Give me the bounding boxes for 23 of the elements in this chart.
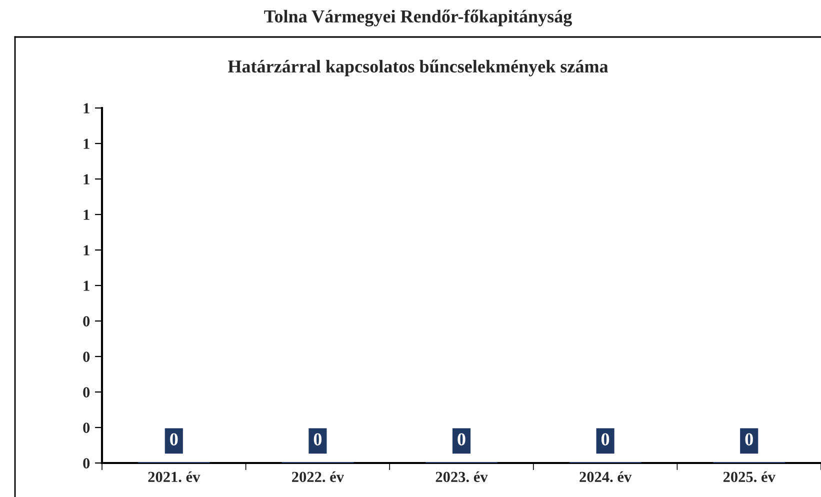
data-label: 0 bbox=[170, 433, 178, 446]
data-label: 0 bbox=[458, 433, 466, 446]
y-tick-label: 1 bbox=[84, 103, 90, 114]
x-tick-label: 2021. év bbox=[148, 471, 200, 482]
data-label: 0 bbox=[745, 433, 753, 446]
y-tick-label: 0 bbox=[83, 316, 90, 326]
y-tick-label: 1 bbox=[84, 138, 90, 149]
chart-title: Tolna Vármegyei Rendőr-főkapitányság bbox=[264, 10, 572, 26]
y-tick-label: 1 bbox=[84, 280, 90, 291]
x-tick-label: 2023. év bbox=[436, 471, 488, 482]
data-label: 0 bbox=[601, 433, 610, 446]
x-tick-label: 2022. év bbox=[292, 471, 344, 482]
chart-subtitle: Határzárral kapcsolatos bűncselekmények száma bbox=[228, 60, 608, 76]
y-tick-label: 0 bbox=[83, 422, 90, 433]
y-tick-label: 0 bbox=[83, 352, 90, 362]
y-tick-label: 0 bbox=[83, 458, 90, 468]
x-tick-label: 2024. év bbox=[580, 471, 632, 482]
y-tick-label: 0 bbox=[83, 387, 90, 398]
y-tick-label: 1 bbox=[84, 174, 90, 184]
data-label: 0 bbox=[314, 433, 322, 446]
y-tick-label: 1 bbox=[84, 245, 90, 256]
y-tick-label: 1 bbox=[84, 210, 90, 220]
x-tick-label: 2025. év bbox=[723, 471, 776, 482]
